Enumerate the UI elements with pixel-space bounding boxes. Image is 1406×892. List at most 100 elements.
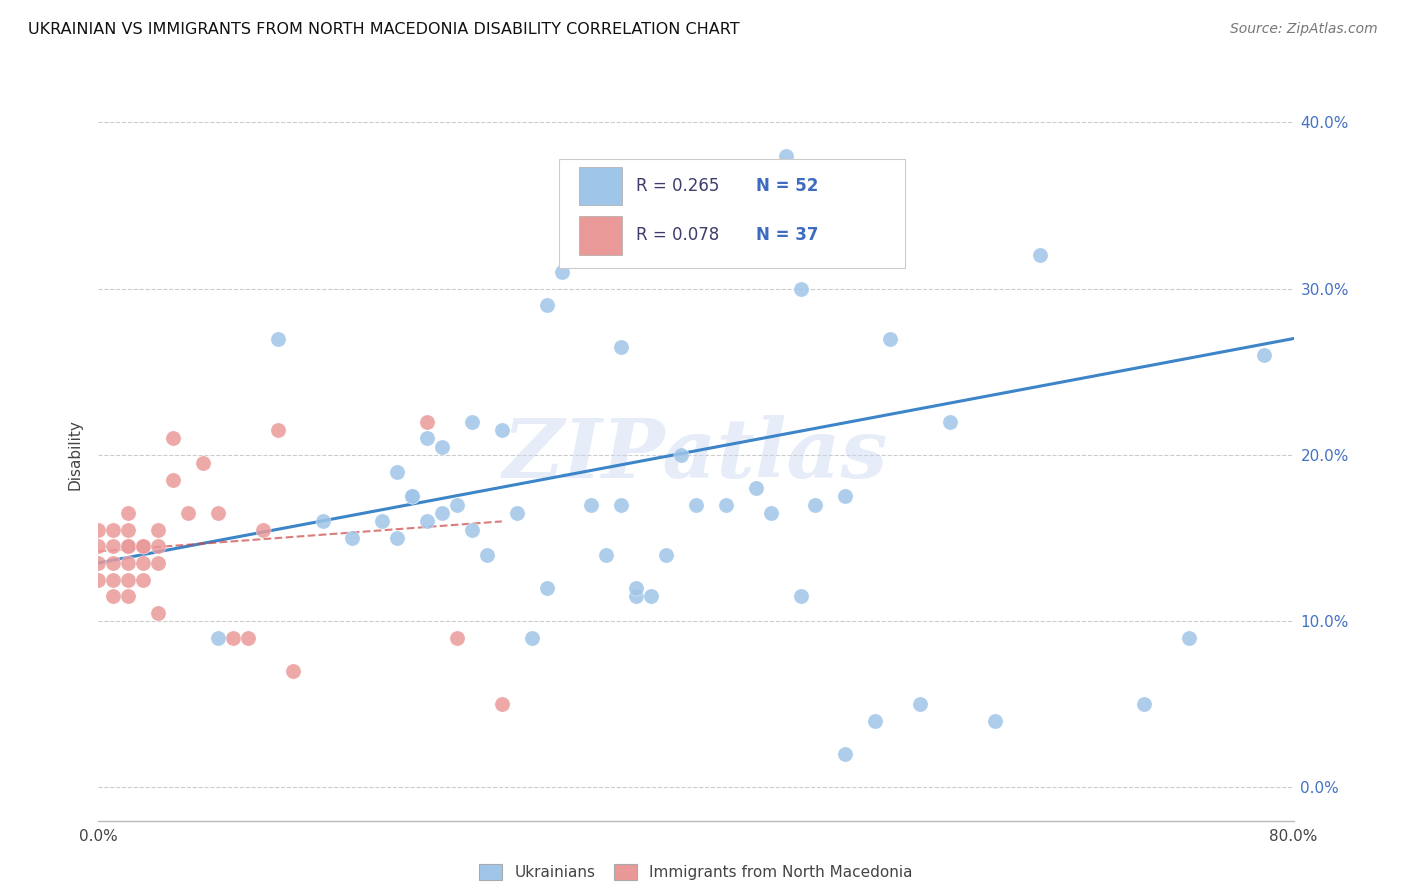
- Point: [430, 506, 453, 520]
- Point: [117, 539, 139, 553]
- Point: [148, 539, 170, 553]
- Point: [655, 548, 678, 562]
- Point: [252, 523, 274, 537]
- Point: [117, 506, 139, 520]
- Point: [401, 490, 423, 504]
- Point: [191, 456, 214, 470]
- Point: [1028, 248, 1050, 262]
- Text: Source: ZipAtlas.com: Source: ZipAtlas.com: [1230, 22, 1378, 37]
- Point: [87, 556, 110, 570]
- Point: [103, 523, 125, 537]
- Point: [446, 498, 468, 512]
- Point: [177, 506, 200, 520]
- Point: [506, 506, 529, 520]
- Point: [87, 573, 110, 587]
- Text: R = 0.265: R = 0.265: [637, 178, 720, 195]
- Point: [371, 515, 394, 529]
- Point: [939, 415, 962, 429]
- Point: [730, 198, 752, 212]
- Point: [267, 423, 290, 437]
- Point: [385, 465, 409, 479]
- Point: [207, 631, 229, 645]
- Point: [581, 498, 603, 512]
- Point: [267, 332, 290, 346]
- Point: [550, 265, 572, 279]
- FancyBboxPatch shape: [579, 168, 621, 205]
- Point: [148, 556, 170, 570]
- Point: [87, 539, 110, 553]
- Point: [491, 698, 513, 712]
- Point: [162, 431, 184, 445]
- Point: [1253, 348, 1275, 362]
- Point: [103, 556, 125, 570]
- Point: [148, 606, 170, 620]
- Point: [148, 523, 170, 537]
- Point: [595, 548, 617, 562]
- Point: [103, 573, 125, 587]
- Point: [342, 531, 364, 545]
- Point: [385, 531, 409, 545]
- Text: UKRAINIAN VS IMMIGRANTS FROM NORTH MACEDONIA DISABILITY CORRELATION CHART: UKRAINIAN VS IMMIGRANTS FROM NORTH MACED…: [28, 22, 740, 37]
- Point: [401, 490, 423, 504]
- Point: [610, 498, 633, 512]
- Point: [117, 573, 139, 587]
- Point: [834, 747, 856, 761]
- Point: [789, 282, 811, 296]
- Point: [430, 440, 453, 454]
- Point: [117, 523, 139, 537]
- Text: N = 52: N = 52: [756, 178, 818, 195]
- Point: [461, 523, 484, 537]
- Point: [281, 664, 304, 678]
- Point: [236, 631, 259, 645]
- Point: [865, 714, 887, 728]
- Text: ZIPatlas: ZIPatlas: [503, 415, 889, 495]
- Point: [132, 539, 155, 553]
- Point: [162, 473, 184, 487]
- Y-axis label: Disability: Disability: [67, 419, 83, 491]
- Point: [879, 332, 901, 346]
- Point: [640, 589, 662, 603]
- Point: [775, 149, 797, 163]
- Point: [520, 631, 543, 645]
- Point: [536, 581, 558, 595]
- Point: [117, 539, 139, 553]
- Point: [117, 556, 139, 570]
- Point: [908, 698, 931, 712]
- Point: [461, 415, 484, 429]
- Point: [759, 506, 782, 520]
- Point: [491, 423, 513, 437]
- Point: [416, 515, 439, 529]
- Point: [475, 548, 498, 562]
- Point: [222, 631, 245, 645]
- Point: [207, 506, 229, 520]
- Point: [789, 589, 811, 603]
- Point: [311, 515, 333, 529]
- Point: [103, 589, 125, 603]
- Point: [745, 481, 768, 495]
- FancyBboxPatch shape: [558, 159, 905, 268]
- Point: [87, 523, 110, 537]
- Point: [132, 556, 155, 570]
- Point: [804, 498, 827, 512]
- FancyBboxPatch shape: [579, 217, 621, 254]
- Point: [1178, 631, 1201, 645]
- Point: [669, 448, 692, 462]
- Point: [536, 298, 558, 312]
- Legend: Ukrainians, Immigrants from North Macedonia: Ukrainians, Immigrants from North Macedo…: [474, 858, 918, 886]
- Point: [1133, 698, 1156, 712]
- Point: [117, 589, 139, 603]
- Text: N = 37: N = 37: [756, 227, 818, 244]
- Point: [132, 539, 155, 553]
- Point: [685, 498, 707, 512]
- Point: [626, 589, 648, 603]
- Point: [132, 573, 155, 587]
- Point: [446, 631, 468, 645]
- Text: R = 0.078: R = 0.078: [637, 227, 720, 244]
- Point: [626, 581, 648, 595]
- Point: [834, 490, 856, 504]
- Point: [984, 714, 1007, 728]
- Point: [610, 340, 633, 354]
- Point: [103, 539, 125, 553]
- Point: [416, 431, 439, 445]
- Point: [714, 498, 737, 512]
